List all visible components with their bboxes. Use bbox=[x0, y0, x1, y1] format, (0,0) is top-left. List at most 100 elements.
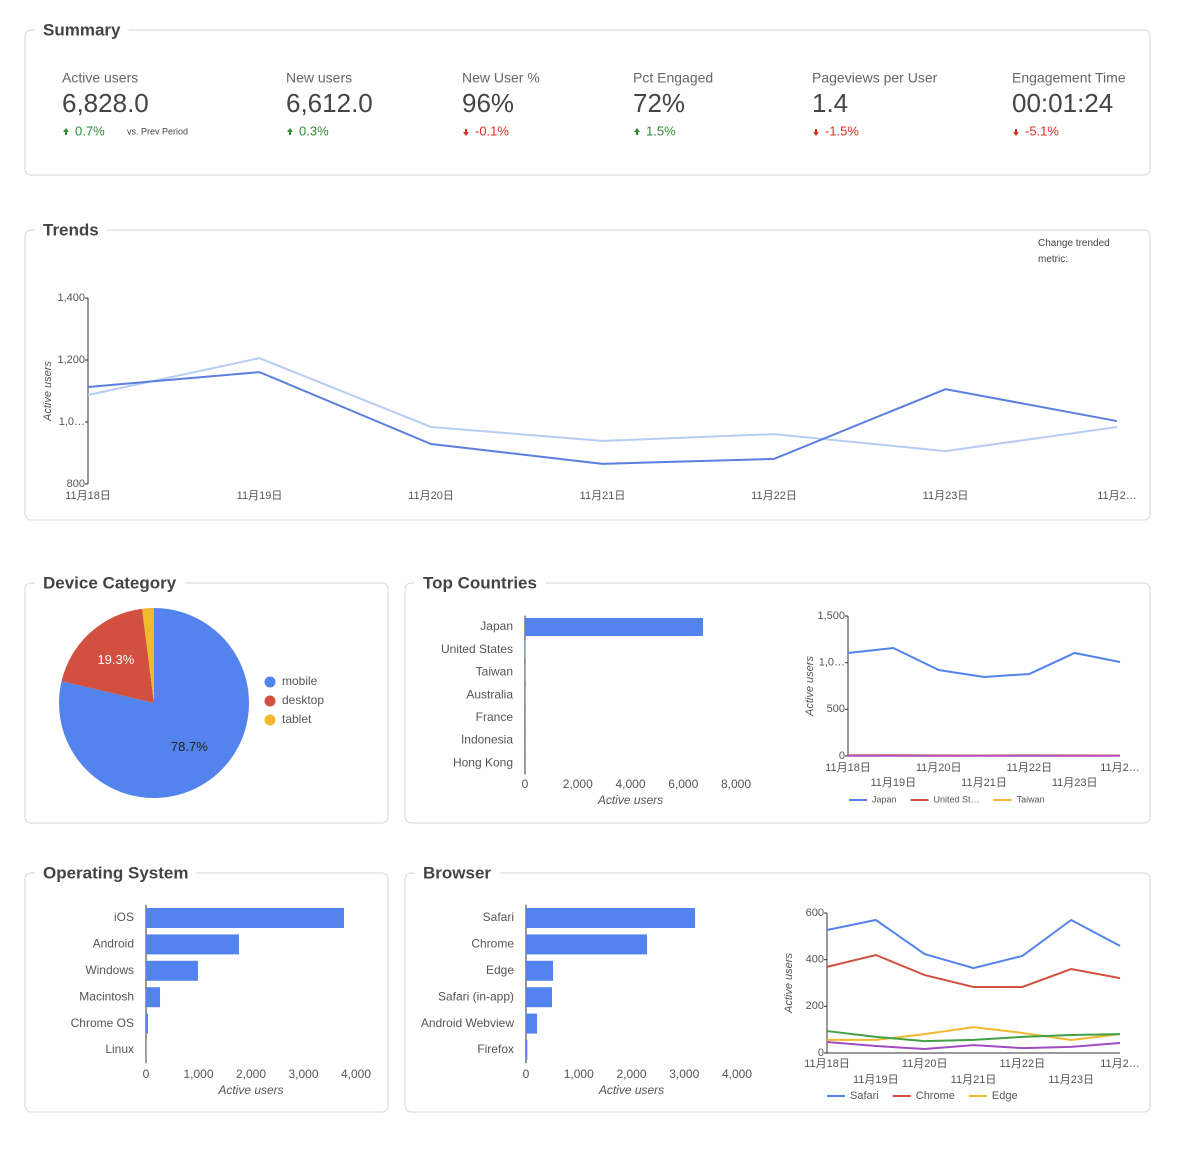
panel-title-bg bbox=[415, 863, 500, 883]
x-axis-label: Active users bbox=[597, 793, 663, 807]
x-tick-label: 1,000 bbox=[183, 1067, 213, 1081]
x-tick-label: 11月19日 bbox=[871, 777, 917, 789]
x-tick-label: 2,000 bbox=[616, 1067, 646, 1081]
y-tick-label: 200 bbox=[806, 1000, 824, 1012]
category-label: Firefox bbox=[477, 1042, 514, 1056]
series-line bbox=[826, 1030, 1121, 1043]
bar bbox=[525, 618, 704, 636]
category-label: Macintosh bbox=[79, 989, 134, 1003]
change-arrow bbox=[1013, 129, 1019, 136]
x-tick-label: 4,000 bbox=[722, 1067, 752, 1081]
legend-label: Chrome bbox=[916, 1090, 955, 1102]
bar bbox=[526, 908, 696, 928]
x-tick-label: 3,000 bbox=[288, 1067, 318, 1081]
change-arrow bbox=[63, 128, 69, 135]
x-tick-label: 6,000 bbox=[668, 777, 698, 791]
x-tick-label: 11月21日 bbox=[951, 1074, 997, 1086]
y-tick-label: 600 bbox=[806, 907, 824, 919]
legend-label: desktop bbox=[282, 693, 324, 707]
category-label: Hong Kong bbox=[453, 755, 513, 769]
bar bbox=[526, 1040, 528, 1060]
panel-title: Top Countries bbox=[423, 573, 537, 592]
legend-label: United St… bbox=[934, 794, 980, 804]
metric-label: Pct Engaged bbox=[633, 70, 713, 86]
y-tick-label: 1,400 bbox=[57, 292, 85, 304]
x-tick-label: 11月18日 bbox=[804, 1058, 850, 1070]
bar bbox=[526, 987, 553, 1008]
panel-title: Summary bbox=[43, 20, 121, 39]
x-tick-label: 3,000 bbox=[669, 1067, 699, 1081]
x-tick-label: 11月19日 bbox=[853, 1074, 899, 1086]
y-axis-label: Active users bbox=[783, 953, 795, 1014]
x-tick-label: 11月19日 bbox=[237, 490, 283, 502]
series-line bbox=[826, 1041, 1121, 1051]
y-tick-label: 1,0… bbox=[819, 657, 845, 669]
legend-label: Japan bbox=[872, 794, 897, 804]
x-tick-label: 8,000 bbox=[721, 777, 751, 791]
pie-slice bbox=[58, 608, 249, 799]
x-tick-label: 11月22日 bbox=[1000, 1058, 1046, 1070]
panel-title: Device Category bbox=[43, 573, 177, 592]
compare-label: vs. Prev Period bbox=[127, 126, 188, 136]
slice-label: 78.7% bbox=[171, 739, 208, 754]
pie-slice bbox=[142, 608, 154, 703]
metric-value: 96% bbox=[462, 88, 514, 118]
legend-label: mobile bbox=[282, 674, 318, 688]
x-tick-label: 0 bbox=[143, 1067, 150, 1081]
legend-dot bbox=[264, 695, 276, 707]
panel-title-bg bbox=[35, 20, 130, 40]
x-tick-label: 11月20日 bbox=[902, 1058, 948, 1070]
bar bbox=[526, 934, 648, 955]
y-tick-label: 0 bbox=[818, 1047, 824, 1059]
category-label: France bbox=[476, 710, 514, 724]
bar bbox=[146, 960, 198, 981]
pie-slice bbox=[61, 608, 154, 703]
series-line bbox=[87, 357, 1118, 453]
x-axis-label: Active users bbox=[217, 1083, 283, 1097]
panel-title: Trends bbox=[43, 220, 99, 239]
legend-label: Edge bbox=[992, 1090, 1018, 1102]
change-arrow bbox=[287, 128, 293, 135]
panel-title-bg bbox=[35, 220, 107, 240]
series-line bbox=[847, 646, 1121, 679]
x-tick-label: 11月21日 bbox=[580, 490, 626, 502]
category-label: Australia bbox=[466, 687, 513, 701]
metric-change: 1.5% bbox=[646, 123, 676, 138]
bar bbox=[146, 908, 344, 928]
panel bbox=[404, 872, 1151, 1113]
x-tick-label: 0 bbox=[522, 777, 529, 791]
category-label: Linux bbox=[105, 1042, 134, 1056]
panel-title-bg bbox=[35, 573, 185, 593]
x-tick-label: 11月22日 bbox=[751, 490, 797, 502]
metric-value: 72% bbox=[633, 88, 685, 118]
bar bbox=[146, 934, 239, 955]
x-tick-label: 11月23日 bbox=[923, 490, 969, 502]
metric-value: 00:01:24 bbox=[1012, 88, 1113, 118]
legend-dot bbox=[264, 676, 276, 688]
panel bbox=[24, 872, 389, 1113]
x-tick-label: 2,000 bbox=[236, 1067, 266, 1081]
panel-title: Browser bbox=[423, 863, 491, 882]
category-label: Indonesia bbox=[461, 733, 513, 747]
category-label: Edge bbox=[486, 963, 514, 977]
y-tick-label: 1,0… bbox=[59, 416, 85, 428]
metric-label: Active users bbox=[62, 70, 138, 86]
x-tick-label: 11月2… bbox=[1100, 762, 1140, 774]
series-line bbox=[87, 371, 1118, 465]
metric-change: 0.3% bbox=[299, 123, 329, 138]
category-label: iOS bbox=[114, 910, 134, 924]
bar bbox=[146, 987, 161, 1008]
x-tick-label: 11月23日 bbox=[1048, 1074, 1094, 1086]
x-tick-label: 11月21日 bbox=[961, 777, 1007, 789]
category-label: Chrome OS bbox=[71, 1016, 134, 1030]
panel bbox=[404, 582, 1151, 824]
slice-label: 19.3% bbox=[97, 652, 134, 667]
panel-title-bg bbox=[35, 863, 197, 883]
metric-label: Pageviews per User bbox=[812, 70, 938, 86]
category-label: Chrome bbox=[471, 937, 514, 951]
legend-dot bbox=[264, 714, 276, 726]
bar bbox=[146, 1013, 148, 1034]
series-line bbox=[826, 953, 1121, 988]
